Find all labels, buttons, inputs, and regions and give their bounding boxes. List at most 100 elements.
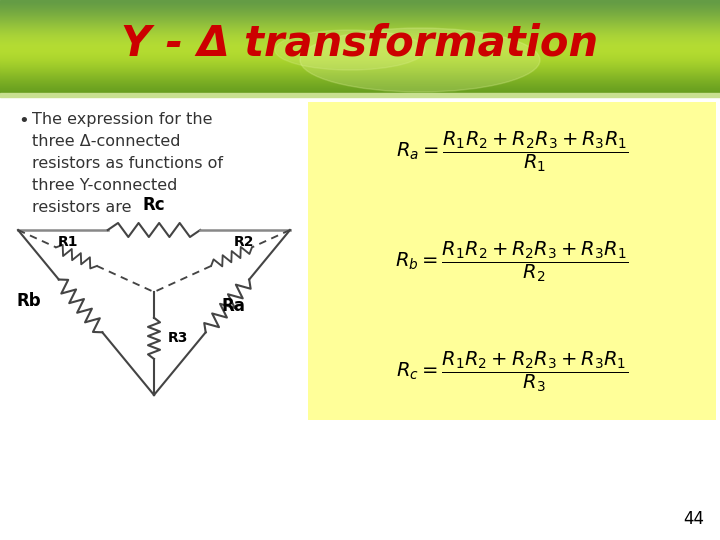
Bar (0, 85, 720, 86)
Bar (0, 4, 720, 5)
Bar (0, 16, 720, 17)
Bar (0, 68, 720, 69)
Bar (0, 30, 720, 31)
Bar (0, 5, 720, 6)
Text: $\mathit{R_c} = \dfrac{R_1R_2 + R_2R_3 + R_3R_1}{R_3}$: $\mathit{R_c} = \dfrac{R_1R_2 + R_2R_3 +… (396, 350, 628, 394)
Bar (0, 54, 720, 55)
Text: resistors as functions of: resistors as functions of (32, 156, 223, 171)
Bar (0, 86, 720, 87)
Bar (0, 41, 720, 42)
Bar (0, 84, 720, 85)
Text: R3: R3 (168, 332, 189, 346)
Bar (0, 89, 720, 90)
Bar (0, 93, 720, 94)
Bar (0, 6, 720, 7)
Bar (0, 64, 720, 65)
Bar (0, 22, 720, 23)
Bar (0, 45, 720, 46)
Bar (0, 50, 720, 51)
Bar (0, 33, 720, 34)
Text: R1: R1 (58, 235, 78, 248)
Ellipse shape (300, 28, 540, 92)
Bar (0, 94, 720, 95)
Bar (0, 11, 720, 12)
Text: 44: 44 (683, 510, 704, 528)
Bar (0, 21, 720, 22)
Bar (0, 74, 720, 75)
Bar (0, 52, 720, 53)
Bar (0, 25, 720, 26)
Bar (0, 75, 720, 76)
Text: three Δ-connected: three Δ-connected (32, 134, 181, 149)
Text: Rc: Rc (143, 196, 166, 214)
Bar (0, 48, 720, 49)
Bar (0, 61, 720, 62)
Bar (0, 78, 720, 79)
Bar (0, 82, 720, 83)
Bar (0, 59, 720, 60)
Bar (0, 15, 720, 16)
Bar (0, 26, 720, 27)
Bar (0, 93, 720, 97)
Bar (0, 66, 720, 67)
Bar (0, 1, 720, 2)
Bar (0, 76, 720, 77)
Bar (0, 34, 720, 35)
Bar (0, 9, 720, 10)
Bar (0, 49, 720, 50)
Bar (0, 92, 720, 93)
Bar (0, 43, 720, 44)
Bar (0, 81, 720, 82)
Bar (0, 47, 720, 48)
Bar (0, 23, 720, 24)
Bar (0, 65, 720, 66)
Text: R2: R2 (233, 235, 253, 248)
Bar (0, 31, 720, 32)
Bar (0, 8, 720, 9)
Text: Rb: Rb (16, 292, 41, 310)
Bar (0, 32, 720, 33)
Text: $\mathit{R_a} = \dfrac{R_1R_2 + R_2R_3 + R_3R_1}{R_1}$: $\mathit{R_a} = \dfrac{R_1R_2 + R_2R_3 +… (395, 130, 629, 174)
Bar (0, 55, 720, 56)
Text: Ra: Ra (222, 297, 246, 315)
Bar (0, 7, 720, 8)
Bar (0, 95, 720, 540)
Bar (0, 60, 720, 61)
Bar (0, 87, 720, 88)
Bar (0, 56, 720, 57)
Text: resistors are: resistors are (32, 200, 132, 215)
Bar (0, 83, 720, 84)
Bar (0, 20, 720, 21)
Text: The expression for the: The expression for the (32, 112, 212, 127)
Bar (0, 39, 720, 40)
Bar (0, 58, 720, 59)
Bar (0, 19, 720, 20)
Bar (0, 46, 720, 47)
Bar (0, 36, 720, 37)
Bar (0, 69, 720, 70)
Bar (0, 29, 720, 30)
Bar (308, 102, 716, 420)
Bar (0, 53, 720, 54)
Bar (0, 38, 720, 39)
Bar (0, 0, 720, 1)
Bar (0, 35, 720, 36)
Bar (0, 24, 720, 25)
Bar (0, 90, 720, 91)
Text: Y - Δ transformation: Y - Δ transformation (122, 22, 598, 64)
Bar (0, 67, 720, 68)
Text: three Y-connected: three Y-connected (32, 178, 177, 193)
Bar (0, 13, 720, 14)
Bar (0, 70, 720, 71)
Text: $\mathit{R_b} = \dfrac{R_1R_2 + R_2R_3 + R_3R_1}{R_2}$: $\mathit{R_b} = \dfrac{R_1R_2 + R_2R_3 +… (395, 240, 629, 285)
Bar (0, 27, 720, 28)
Bar (0, 79, 720, 80)
Bar (0, 63, 720, 64)
Bar (0, 18, 720, 19)
Bar (0, 14, 720, 15)
Bar (0, 51, 720, 52)
Bar (0, 10, 720, 11)
Bar (0, 37, 720, 38)
Bar (0, 73, 720, 74)
Bar (0, 17, 720, 18)
